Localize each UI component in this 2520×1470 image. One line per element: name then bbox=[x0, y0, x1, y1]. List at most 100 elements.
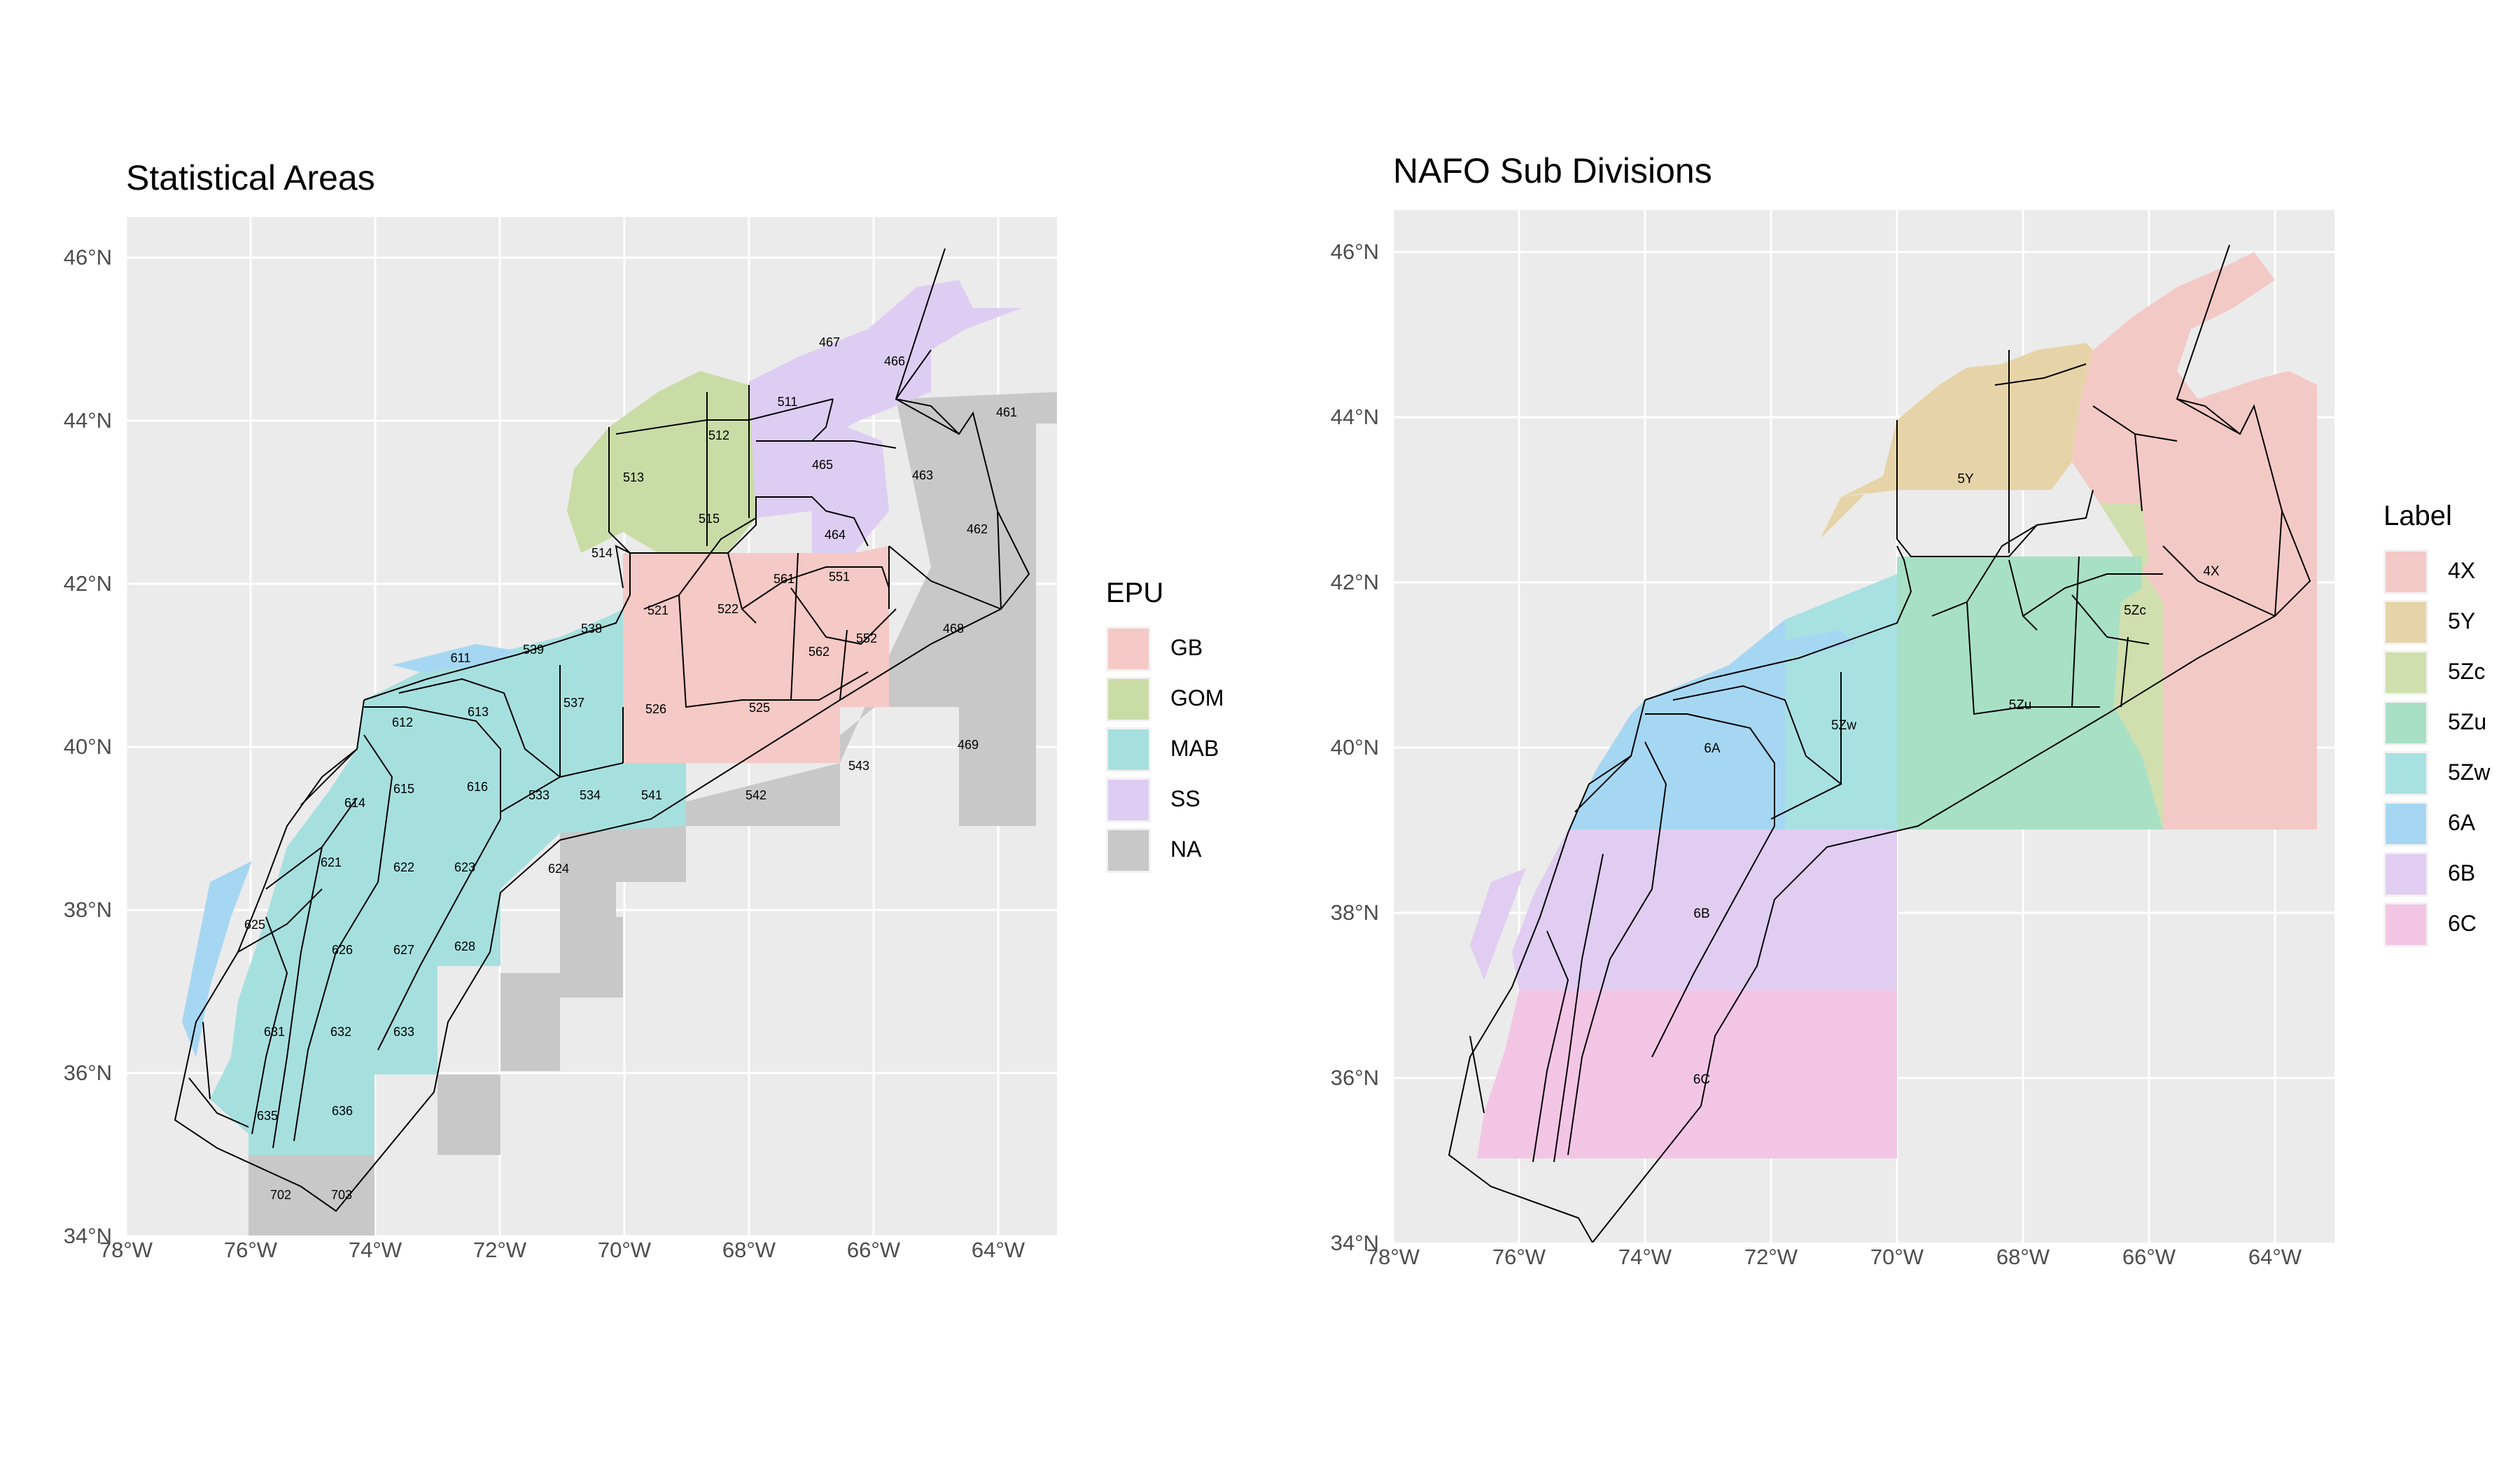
area-label: 632 bbox=[330, 1025, 351, 1039]
area-label: 514 bbox=[592, 546, 612, 560]
y-tick: 44°N bbox=[1330, 405, 1379, 429]
area-label: 636 bbox=[332, 1104, 353, 1118]
y-tick: 44°N bbox=[63, 408, 112, 433]
legend-key-na bbox=[1108, 830, 1149, 871]
x-tick: 78°W bbox=[1366, 1245, 1420, 1269]
area-label: 465 bbox=[812, 458, 833, 472]
area-label: 615 bbox=[393, 782, 414, 796]
area-label: 612 bbox=[392, 715, 413, 729]
nafo-subdivisions-svg: 5Y 4X 5Zc 5Zw 5Zu 6A 6B 6C bbox=[1393, 210, 2334, 1242]
legend-label: 5Zc bbox=[2448, 659, 2486, 684]
division-label: 4X bbox=[2203, 564, 2220, 579]
area-label: 561 bbox=[774, 572, 794, 586]
legend-label: 5Zw bbox=[2448, 760, 2491, 785]
y-tick: 46°N bbox=[1330, 239, 1379, 264]
legend-key-4x bbox=[2386, 552, 2426, 592]
area-label: 625 bbox=[244, 918, 265, 932]
y-tick: 38°N bbox=[63, 897, 112, 922]
legend-label: 4X bbox=[2448, 558, 2476, 583]
area-label: 635 bbox=[257, 1109, 278, 1123]
legend-key-6c bbox=[2386, 904, 2426, 945]
y-tick: 34°N bbox=[63, 1224, 112, 1248]
gom-area bbox=[567, 371, 756, 553]
legend-key-6b bbox=[2386, 854, 2426, 895]
gb-area bbox=[623, 546, 889, 763]
y-tick: 42°N bbox=[1330, 570, 1379, 594]
area-label: 541 bbox=[641, 788, 662, 802]
legend-key-mab bbox=[1108, 729, 1149, 770]
area-label: 623 bbox=[454, 860, 475, 874]
area-label: 513 bbox=[623, 470, 644, 484]
area-label: 622 bbox=[393, 860, 414, 874]
x-tick: 64°W bbox=[971, 1238, 1026, 1262]
x-tick: 74°W bbox=[348, 1238, 402, 1262]
y-tick: 36°N bbox=[1330, 1065, 1379, 1090]
legend-key-5y bbox=[2386, 602, 2426, 643]
y-tick: 40°N bbox=[1330, 735, 1379, 760]
x-tick: 76°W bbox=[1492, 1245, 1546, 1269]
area-label: 511 bbox=[778, 395, 798, 409]
x-tick: 66°W bbox=[2122, 1245, 2176, 1269]
x-tick: 64°W bbox=[2248, 1245, 2302, 1269]
legend-label: 6A bbox=[2448, 810, 2476, 835]
x-tick: 72°W bbox=[472, 1238, 527, 1262]
statistical-areas-svg: 467 466 511 512 461 465 463 513 515 464 … bbox=[126, 217, 1057, 1236]
area-label: 551 bbox=[829, 570, 850, 584]
legend-label: 5Zu bbox=[2448, 709, 2487, 734]
legend-label: 6B bbox=[2448, 860, 2476, 886]
y-tick: 42°N bbox=[63, 571, 112, 596]
ss-area bbox=[742, 280, 1022, 553]
y-tick: 46°N bbox=[63, 245, 112, 270]
division-6b bbox=[1512, 830, 1897, 990]
area-label: 522 bbox=[718, 602, 738, 616]
x-tick: 70°W bbox=[1870, 1245, 1924, 1269]
statistical-areas-map: 467 466 511 512 461 465 463 513 515 464 … bbox=[126, 217, 1057, 1236]
area-label: 462 bbox=[967, 522, 988, 536]
y-tick: 36°N bbox=[63, 1060, 112, 1085]
area-label: 614 bbox=[344, 796, 365, 810]
area-label-group: 467 466 511 512 461 465 463 513 515 464 … bbox=[244, 335, 1017, 1202]
area-label: 552 bbox=[856, 631, 877, 645]
x-tick: 68°W bbox=[1996, 1245, 2050, 1269]
area-label: 461 bbox=[996, 405, 1017, 419]
mab-area bbox=[210, 609, 686, 1155]
x-tick: 76°W bbox=[223, 1238, 278, 1262]
nafo-subdivisions-map: 5Y 4X 5Zc 5Zw 5Zu 6A 6B 6C bbox=[1393, 210, 2334, 1242]
area-label: 616 bbox=[467, 780, 488, 794]
left-map-title: Statistical Areas bbox=[126, 158, 375, 197]
area-label: 463 bbox=[912, 468, 933, 482]
y-tick: 34°N bbox=[1330, 1231, 1379, 1255]
legend-key-6a bbox=[2386, 804, 2426, 844]
x-tick: 72°W bbox=[1744, 1245, 1798, 1269]
legend-key-gb bbox=[1108, 629, 1149, 669]
x-tick: 70°W bbox=[597, 1238, 652, 1262]
area-label: 526 bbox=[645, 702, 666, 716]
division-5zc bbox=[2100, 504, 2163, 830]
legend-key-gom bbox=[1108, 679, 1149, 720]
x-tick: 68°W bbox=[722, 1238, 776, 1262]
area-boundaries bbox=[174, 248, 1030, 1212]
area-label: 613 bbox=[468, 705, 489, 719]
area-label: 631 bbox=[264, 1025, 285, 1039]
area-label: 525 bbox=[749, 701, 770, 715]
area-label: 702 bbox=[270, 1188, 291, 1202]
division-6c bbox=[1477, 990, 1897, 1158]
area-label: 621 bbox=[321, 855, 342, 869]
division-label: 5Y bbox=[1957, 472, 1974, 486]
area-label: 468 bbox=[943, 622, 964, 636]
area-label: 627 bbox=[393, 943, 414, 957]
epu-legend-title: EPU bbox=[1106, 578, 1164, 608]
area-label: 624 bbox=[548, 862, 569, 876]
division-label: 5Zu bbox=[2009, 698, 2032, 713]
legend-label: SS bbox=[1170, 786, 1200, 811]
area-label: 515 bbox=[699, 512, 720, 526]
area-label: 543 bbox=[848, 759, 869, 773]
x-tick: 78°W bbox=[99, 1238, 153, 1262]
area-label: 537 bbox=[564, 696, 584, 710]
area-label: 703 bbox=[331, 1188, 352, 1202]
area-label: 538 bbox=[581, 622, 602, 636]
division-label: 6A bbox=[1704, 741, 1721, 756]
area-label: 628 bbox=[454, 939, 475, 953]
area-label: 633 bbox=[393, 1025, 414, 1039]
area-label: 539 bbox=[523, 643, 544, 657]
